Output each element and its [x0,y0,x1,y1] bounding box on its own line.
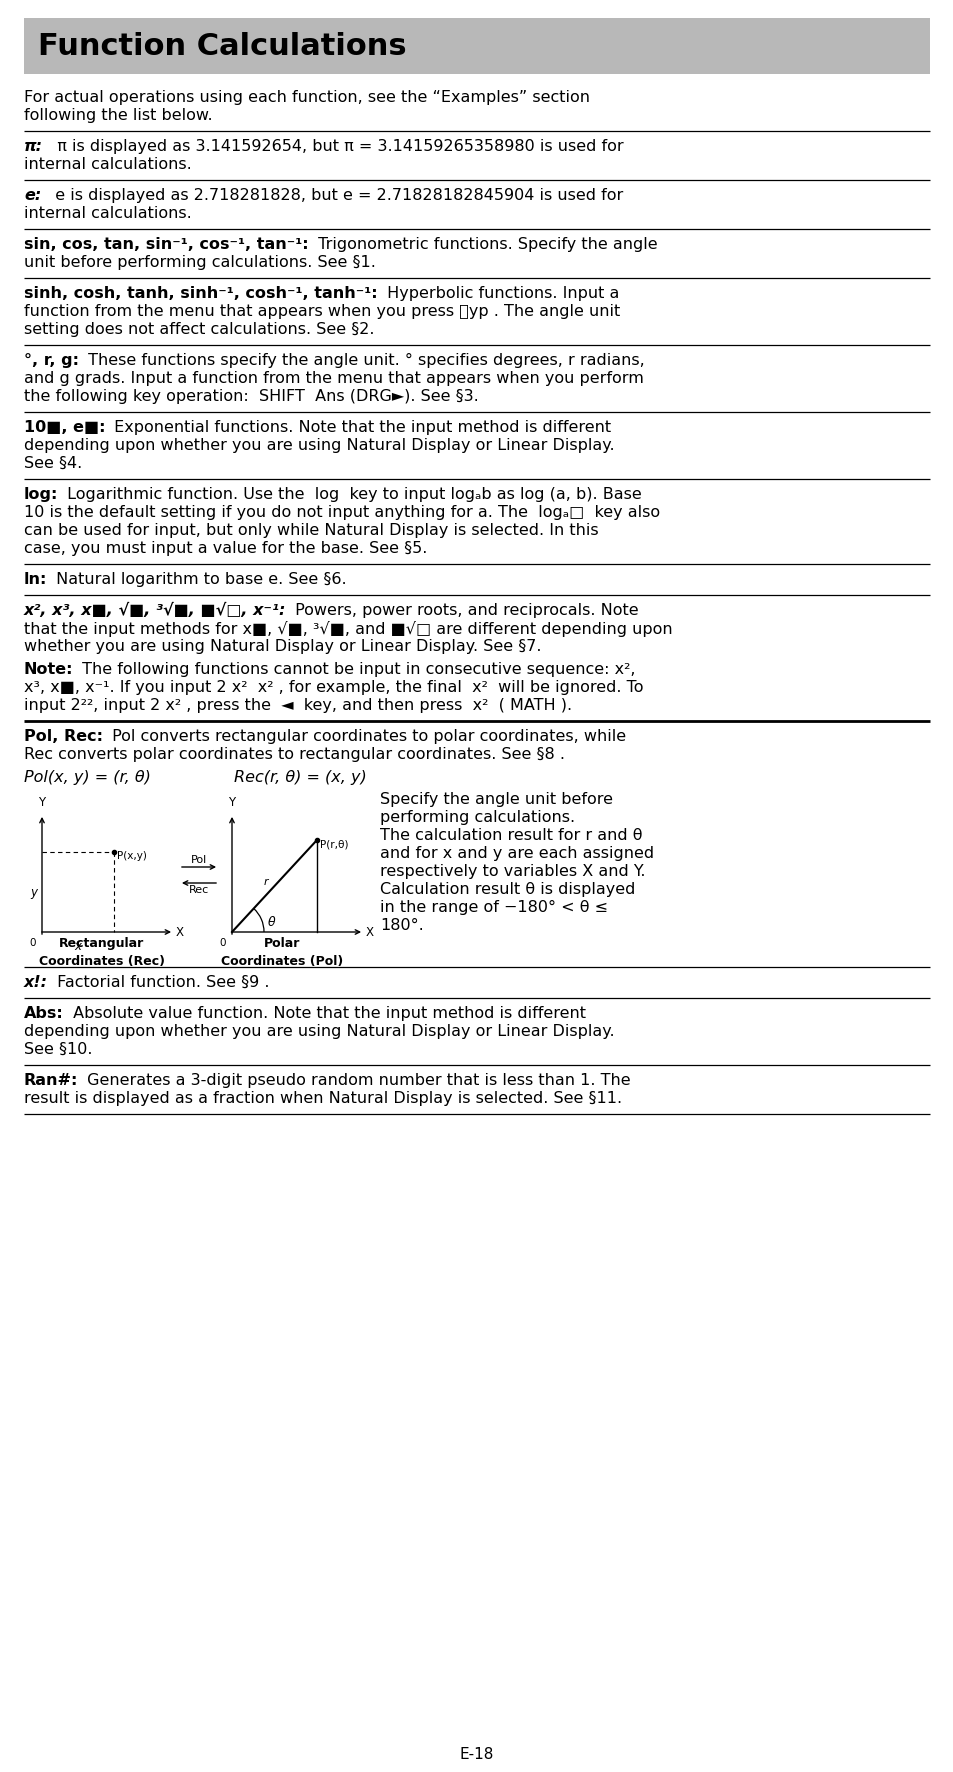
Text: depending upon whether you are using Natural Display or Linear Display.: depending upon whether you are using Nat… [24,438,614,454]
Text: log:: log: [24,487,58,501]
Text: Function Calculations: Function Calculations [38,32,406,60]
Text: π is displayed as 3.141592654, but π = 3.14159265358980 is used for: π is displayed as 3.141592654, but π = 3… [47,138,623,154]
Text: that the input methods for x■, √■, ³√■, and ■√□ are different depending upon: that the input methods for x■, √■, ³√■, … [24,620,672,636]
Text: y: y [30,886,37,898]
Text: Pol: Pol [191,856,207,865]
Text: Abs:: Abs: [24,1006,64,1021]
Text: θ: θ [268,916,275,929]
Text: 0: 0 [219,937,226,948]
Bar [24,18,929,74]
Text: Coordinates (Rec): Coordinates (Rec) [39,955,165,968]
Text: Note:: Note: [24,663,73,677]
Text: input 2²², input 2 x² , press the  ◄  key, and then press  x²  ( MATH ).: input 2²², input 2 x² , press the ◄ key,… [24,698,572,712]
Text: Y: Y [38,796,46,810]
Text: Pol converts rectangular coordinates to polar coordinates, while: Pol converts rectangular coordinates to … [107,728,625,744]
Text: e:: e: [24,188,41,204]
Text: π:: π: [24,138,43,154]
Text: the following key operation:  SHIFT  Ans (DRG►). See §3.: the following key operation: SHIFT Ans (… [24,390,478,404]
Text: Pol, Rec:: Pol, Rec: [24,728,103,744]
Text: °, r, g:: °, r, g: [24,353,79,369]
Text: internal calculations.: internal calculations. [24,158,192,172]
Text: See §4.: See §4. [24,455,82,471]
Text: X: X [366,925,374,939]
Text: Coordinates (Pol): Coordinates (Pol) [221,955,343,968]
Text: ln:: ln: [24,572,48,587]
Text: 10 is the default setting if you do not input anything for a. The  logₐ□  key al: 10 is the default setting if you do not … [24,505,659,519]
Text: Rectangular: Rectangular [59,937,145,950]
Text: 180°.: 180°. [379,918,423,934]
Text: E-18: E-18 [459,1747,494,1761]
Text: sinh, cosh, tanh, sinh⁻¹, cosh⁻¹, tanh⁻¹:: sinh, cosh, tanh, sinh⁻¹, cosh⁻¹, tanh⁻¹… [24,285,377,301]
Text: following the list below.: following the list below. [24,108,213,122]
Text: Hyperbolic functions. Input a: Hyperbolic functions. Input a [381,285,618,301]
Text: Factorial function. See §9 .: Factorial function. See §9 . [52,975,269,991]
Text: r: r [264,877,268,888]
Text: whether you are using Natural Display or Linear Display. See §7.: whether you are using Natural Display or… [24,640,541,654]
Text: Exponential functions. Note that the input method is different: Exponential functions. Note that the inp… [110,420,611,434]
Text: Ran#:: Ran#: [24,1074,78,1088]
Text: Polar: Polar [264,937,300,950]
Text: and g grads. Input a function from the menu that appears when you perform: and g grads. Input a function from the m… [24,370,643,386]
Text: Rec: Rec [189,884,209,895]
Text: Pol(x, y) = (r, θ): Pol(x, y) = (r, θ) [24,771,151,785]
Text: in the range of −180° < θ ≤: in the range of −180° < θ ≤ [379,900,607,914]
Text: result is displayed as a fraction when Natural Display is selected. See §11.: result is displayed as a fraction when N… [24,1092,621,1106]
Text: Rec(r, θ) = (x, y): Rec(r, θ) = (x, y) [233,771,366,785]
Text: unit before performing calculations. See §1.: unit before performing calculations. See… [24,255,375,269]
Text: performing calculations.: performing calculations. [379,810,575,826]
Text: Generates a 3-digit pseudo random number that is less than 1. The: Generates a 3-digit pseudo random number… [82,1074,630,1088]
Text: Logarithmic function. Use the  log  key to input logₐb as log (a, b). Base: Logarithmic function. Use the log key to… [62,487,641,501]
Text: 10■, e■:: 10■, e■: [24,420,106,434]
Text: Y: Y [228,796,235,810]
Text: See §10.: See §10. [24,1042,92,1058]
Text: can be used for input, but only while Natural Display is selected. In this: can be used for input, but only while Na… [24,523,598,539]
Text: and for x and y are each assigned: and for x and y are each assigned [379,845,654,861]
Text: These functions specify the angle unit. ° specifies degrees, r radians,: These functions specify the angle unit. … [83,353,644,369]
Text: The following functions cannot be input in consecutive sequence: x²,: The following functions cannot be input … [77,663,636,677]
Text: Trigonometric functions. Specify the angle: Trigonometric functions. Specify the ang… [313,237,657,252]
Text: x², x³, x■, √■, ³√■, ■√□, x⁻¹:: x², x³, x■, √■, ³√■, ■√□, x⁻¹: [24,602,286,618]
Text: setting does not affect calculations. See §2.: setting does not affect calculations. Se… [24,323,375,337]
Text: The calculation result for r and θ: The calculation result for r and θ [379,828,641,843]
Text: internal calculations.: internal calculations. [24,206,192,222]
Text: X: X [175,925,184,939]
Text: Powers, power roots, and reciprocals. Note: Powers, power roots, and reciprocals. No… [290,602,639,618]
Text: case, you must input a value for the base. See §5.: case, you must input a value for the bas… [24,540,427,556]
Text: Rec converts polar coordinates to rectangular coordinates. See §8 .: Rec converts polar coordinates to rectan… [24,748,564,762]
Text: respectively to variables X and Y.: respectively to variables X and Y. [379,865,645,879]
Text: P(x,y): P(x,y) [117,851,147,861]
Text: e is displayed as 2.718281828, but e = 2.71828182845904 is used for: e is displayed as 2.718281828, but e = 2… [45,188,623,204]
Text: depending upon whether you are using Natural Display or Linear Display.: depending upon whether you are using Nat… [24,1024,614,1038]
Text: x!:: x!: [24,975,48,991]
Text: x: x [74,939,81,953]
Text: Specify the angle unit before: Specify the angle unit before [379,792,613,806]
Text: 0: 0 [30,937,36,948]
Text: function from the menu that appears when you press ⓗyp . The angle unit: function from the menu that appears when… [24,305,619,319]
Text: Natural logarithm to base e. See §6.: Natural logarithm to base e. See §6. [51,572,347,587]
Text: Calculation result θ is displayed: Calculation result θ is displayed [379,882,635,897]
Text: sin, cos, tan, sin⁻¹, cos⁻¹, tan⁻¹:: sin, cos, tan, sin⁻¹, cos⁻¹, tan⁻¹: [24,237,309,252]
Text: For actual operations using each function, see the “Examples” section: For actual operations using each functio… [24,90,589,105]
Text: P(r,θ): P(r,θ) [319,838,348,849]
Text: x³, x■, x⁻¹. If you input 2 x²  x² , for example, the final  x²  will be ignored: x³, x■, x⁻¹. If you input 2 x² x² , for … [24,680,643,695]
Text: Absolute value function. Note that the input method is different: Absolute value function. Note that the i… [68,1006,585,1021]
